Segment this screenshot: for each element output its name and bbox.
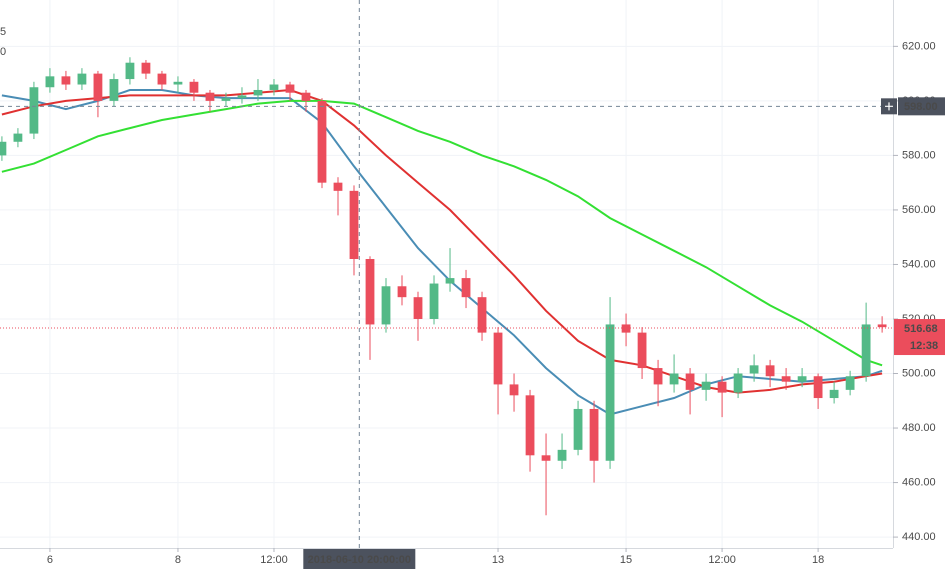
candle-body bbox=[637, 332, 647, 369]
overlay: 50 bbox=[0, 0, 893, 548]
candle-body bbox=[589, 408, 599, 461]
candle-body bbox=[157, 73, 167, 85]
candle-body bbox=[397, 286, 407, 298]
candle-body bbox=[477, 297, 487, 333]
candle-body bbox=[845, 376, 855, 390]
crosshair-plus bbox=[885, 102, 893, 111]
candle-body bbox=[13, 133, 23, 142]
x-tick-label: 8 bbox=[175, 554, 181, 566]
candle-body bbox=[221, 98, 231, 101]
candle-body bbox=[93, 73, 103, 101]
candle-body bbox=[541, 455, 551, 461]
candle-body bbox=[669, 373, 679, 385]
crosshair-y-box bbox=[898, 97, 945, 116]
candle-body bbox=[0, 141, 7, 156]
y-tick-label: 580.00 bbox=[902, 149, 936, 161]
candle-body bbox=[61, 76, 71, 85]
candle-body bbox=[781, 376, 791, 382]
candle-body bbox=[205, 92, 215, 101]
x-tick-label: 18 bbox=[812, 554, 824, 566]
candle-body bbox=[701, 381, 711, 390]
candle-body bbox=[77, 73, 87, 85]
candle-body bbox=[301, 92, 311, 101]
y-tick-label: 540.00 bbox=[902, 258, 936, 270]
candle-body bbox=[509, 384, 519, 396]
axes: 440.00460.00480.00500.00520.00540.00560.… bbox=[47, 40, 945, 569]
countdown-label: 12:38 bbox=[910, 340, 938, 352]
y-tick-label: 460.00 bbox=[902, 476, 936, 488]
x-tick-label: 13 bbox=[492, 554, 504, 566]
candle-body bbox=[653, 368, 663, 385]
candle-body bbox=[381, 286, 391, 325]
candle-body bbox=[813, 376, 823, 399]
y-tick-label: 620.00 bbox=[902, 40, 936, 52]
candle-body bbox=[733, 373, 743, 393]
candle-body bbox=[557, 449, 567, 461]
candle-body bbox=[189, 81, 199, 93]
crosshair-y-label: 598.00 bbox=[904, 101, 938, 113]
crosshair-x-label: 2018-06-10 20:00:00 bbox=[308, 554, 411, 566]
candles bbox=[0, 57, 887, 516]
candle-body bbox=[573, 408, 583, 450]
candle-body bbox=[605, 324, 615, 461]
candle-body bbox=[877, 324, 887, 328]
candle-body bbox=[413, 297, 423, 319]
candle-body bbox=[717, 381, 727, 393]
last-price-label: 516.68 bbox=[904, 323, 938, 335]
y-tick-label: 500.00 bbox=[902, 367, 936, 379]
candle-body bbox=[829, 389, 839, 399]
candle-body bbox=[685, 373, 695, 390]
candle-body bbox=[125, 62, 135, 80]
candle-body bbox=[269, 84, 279, 90]
candle-body bbox=[621, 324, 631, 333]
candle-body bbox=[445, 278, 455, 284]
candle-body bbox=[861, 324, 871, 377]
y-tick-label: 560.00 bbox=[902, 204, 936, 216]
candle-body bbox=[173, 81, 183, 85]
candle-body bbox=[141, 62, 151, 74]
candle-body bbox=[45, 76, 55, 88]
y-tick-label: 440.00 bbox=[902, 531, 936, 543]
candle-body bbox=[765, 365, 775, 377]
candle-body bbox=[749, 365, 759, 374]
candle-body bbox=[365, 259, 375, 325]
crosshair-x-box bbox=[303, 549, 416, 569]
candle-body bbox=[493, 332, 503, 385]
last-price-box bbox=[894, 319, 945, 356]
candle-body bbox=[349, 190, 359, 260]
candle-body bbox=[317, 100, 327, 183]
candle-body bbox=[797, 376, 807, 382]
candle-body bbox=[29, 87, 39, 134]
y-tick-label: 480.00 bbox=[902, 422, 936, 434]
moving-average bbox=[1, 99, 883, 367]
x-tick-label: 12:00 bbox=[260, 554, 288, 566]
candle-body bbox=[285, 84, 295, 93]
moving-average bbox=[1, 88, 883, 394]
candle-body bbox=[461, 278, 471, 298]
candle-body bbox=[525, 395, 535, 456]
x-tick-label: 6 bbox=[47, 554, 53, 566]
x-tick-label: 15 bbox=[620, 554, 632, 566]
candle-body bbox=[109, 79, 119, 101]
candle-body bbox=[429, 283, 439, 319]
candle-body bbox=[333, 182, 343, 191]
legend-label: 0 bbox=[0, 46, 6, 58]
candle-body bbox=[253, 89, 263, 96]
candle-body bbox=[237, 95, 247, 99]
x-tick-label: 12:00 bbox=[708, 554, 736, 566]
legend-label: 5 bbox=[0, 26, 6, 38]
